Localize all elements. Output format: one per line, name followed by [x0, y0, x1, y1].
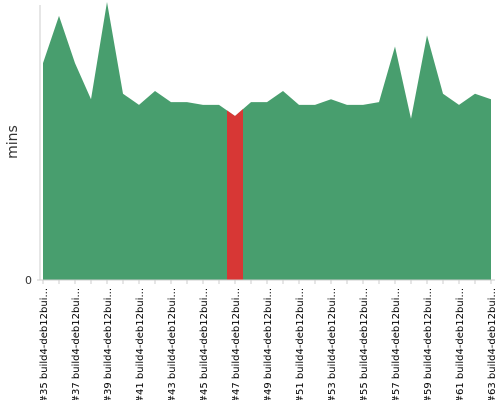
y-tick-label: 0: [25, 274, 32, 287]
x-tick-label: #37 build4-deb12bui...: [71, 288, 82, 400]
failed-build: [227, 109, 243, 280]
x-tick-label: #45 build4-deb12bui...: [199, 288, 210, 400]
x-tick-label: #63 build4-deb12bui...: [487, 288, 498, 400]
x-tick-label: #51 build4-deb12bui...: [295, 288, 306, 400]
x-tick-label: #61 build4-deb12bui...: [455, 288, 466, 400]
area: [43, 2, 491, 280]
x-tick-label: #49 build4-deb12bui...: [263, 288, 274, 400]
x-tick-label: #59 build4-deb12bui...: [423, 288, 434, 400]
y-axis-label: mins: [5, 125, 21, 159]
x-tick-label: #53 build4-deb12bui...: [327, 288, 338, 400]
x-tick-label: #47 build4-deb12bui...: [231, 288, 242, 400]
x-tick-label: #35 build4-deb12bui...: [39, 288, 50, 400]
x-tick-label: #39 build4-deb12bui...: [103, 288, 114, 400]
x-tick-label: #55 build4-deb12bui...: [359, 288, 370, 400]
x-tick-label: #43 build4-deb12bui...: [167, 288, 178, 400]
x-tick-label: #57 build4-deb12bui...: [391, 288, 402, 400]
x-tick-label: #41 build4-deb12bui...: [135, 288, 146, 400]
